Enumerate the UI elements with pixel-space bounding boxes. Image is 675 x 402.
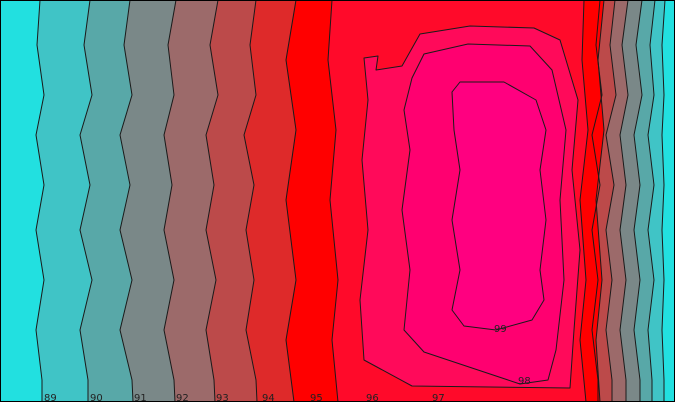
contour-line-98 [401, 43, 567, 385]
contour-label-91: 91 [134, 393, 147, 402]
contour-line-99 [451, 81, 547, 331]
contour-label-90: 90 [90, 393, 103, 402]
contour-line-92-left [163, 0, 177, 402]
contour-line-91-right [633, 0, 643, 402]
contour-label-95: 95 [310, 393, 323, 402]
contour-label-99: 99 [494, 324, 507, 335]
contour-line-94-left [243, 0, 258, 402]
contour-line-89-left [35, 0, 45, 402]
contour-label-94: 94 [262, 393, 275, 402]
contour-label-89: 89 [44, 393, 57, 402]
contour-label-93: 93 [216, 393, 229, 402]
contour-label-97: 97 [432, 393, 445, 402]
contour-label-98: 98 [518, 376, 531, 387]
contour-line-89-right [661, 0, 666, 402]
contour-line-93-left [205, 0, 219, 402]
contour-line-97 [359, 25, 581, 389]
contour-line-95 [285, 0, 605, 402]
contour-line-92-right [619, 0, 629, 402]
contour-line-94-right [591, 0, 603, 402]
contour-line-90-right [647, 0, 656, 402]
contour-line-91-left [119, 0, 134, 402]
contour-line-90-left [79, 0, 93, 402]
contour-label-96: 96 [366, 393, 379, 402]
contour-line-96 [327, 0, 589, 402]
contour-label-92: 92 [176, 393, 189, 402]
contour-line-93-right [605, 0, 617, 402]
band-99 [452, 82, 546, 330]
